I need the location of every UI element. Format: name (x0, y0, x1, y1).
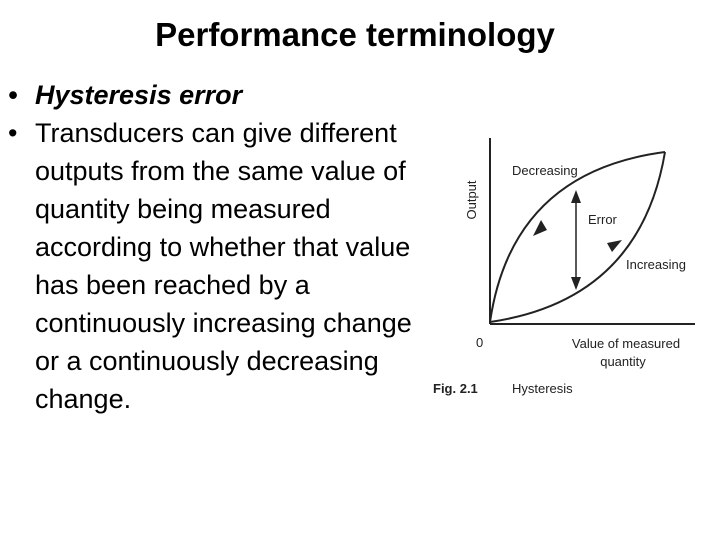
x-axis-label: quantity (600, 354, 646, 369)
slide-title: Performance terminology (155, 16, 555, 53)
curve-label: Decreasing (512, 163, 578, 178)
arrow-head (533, 220, 547, 236)
curve-label: Increasing (626, 257, 686, 272)
y-axis-label: Output (464, 180, 479, 219)
decreasing-curve (489, 151, 666, 323)
arrow-head (571, 277, 581, 290)
caption-text: Hysteresis (512, 381, 573, 396)
arrow-head (571, 190, 581, 203)
increasing-curve (489, 151, 666, 323)
error-label: Error (588, 212, 618, 227)
x-axis-label: Value of measured (572, 336, 680, 351)
arrow-head (607, 240, 622, 252)
bullet: Transducers can give different outputs f… (0, 114, 420, 418)
caption-number: Fig. 2.1 (433, 381, 478, 396)
bullet: Hysteresis error (0, 76, 420, 114)
origin-label: 0 (476, 335, 483, 350)
bullet-list: Hysteresis error Transducers can give di… (0, 76, 420, 418)
